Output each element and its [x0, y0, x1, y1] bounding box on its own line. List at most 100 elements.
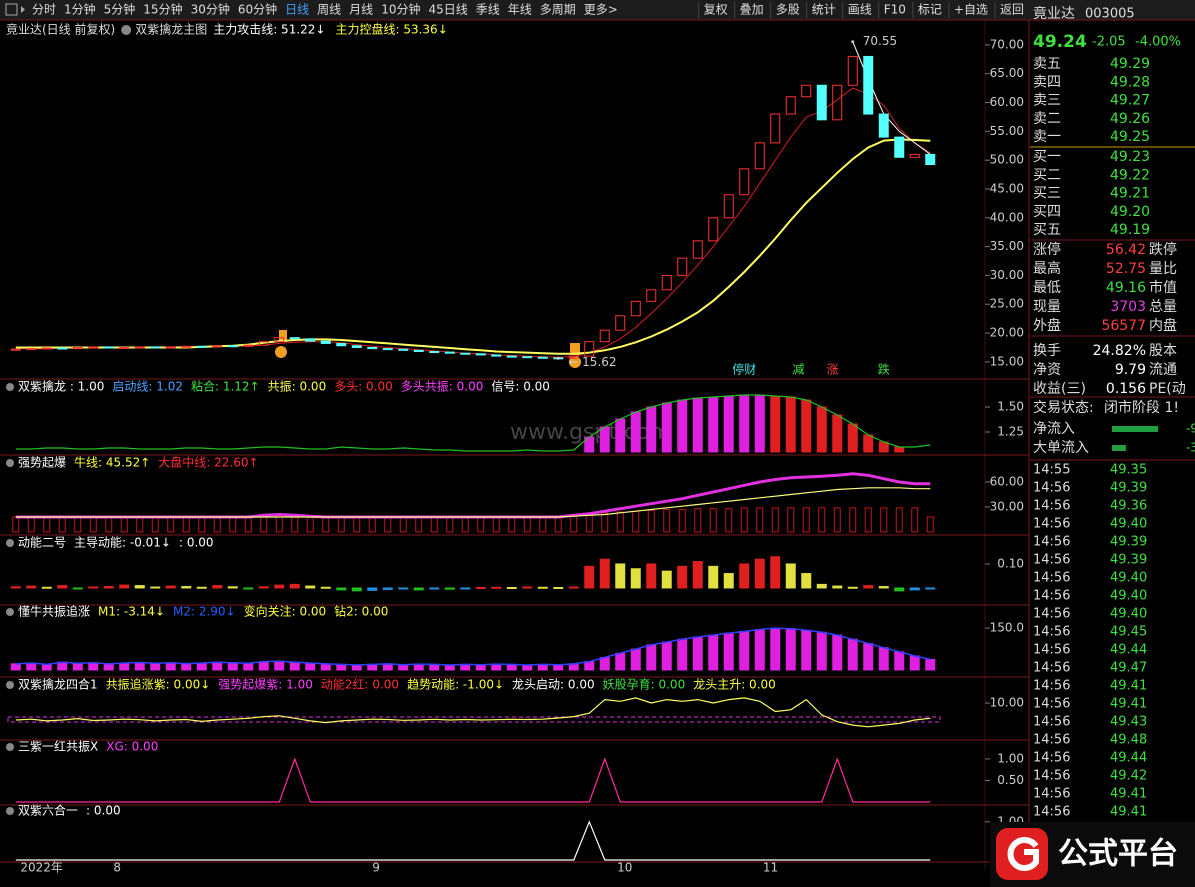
period-tab[interactable]: 分时: [32, 3, 56, 17]
stat-label: 收益(三): [1033, 381, 1086, 397]
period-tab[interactable]: 日线: [285, 3, 309, 17]
toolbar-button[interactable]: 画线: [848, 3, 872, 17]
y-tick-label: 15.00: [990, 354, 1024, 368]
signal-icon: [569, 356, 581, 368]
ask-label: 卖四: [1033, 74, 1061, 90]
dropdown-icon[interactable]: [121, 25, 132, 35]
indicator-bar: [26, 662, 37, 671]
annotation: 70.55: [863, 34, 897, 48]
prev-icon[interactable]: [21, 6, 25, 13]
y-tick-label: 60.00: [990, 475, 1024, 489]
bid-label: 买五: [1033, 222, 1061, 238]
candle: [460, 352, 471, 355]
indicator-bar: [925, 587, 936, 590]
period-tab[interactable]: 周线: [317, 3, 341, 17]
indicator-bar: [506, 586, 517, 589]
candle: [444, 351, 455, 354]
indicator-bar: [801, 399, 812, 453]
ask-price: 49.27: [1110, 93, 1150, 109]
indicator-bar: [863, 434, 874, 453]
indicator-bar: [41, 663, 52, 671]
indicator-bar: [694, 508, 702, 533]
indicator-bar: [833, 507, 841, 533]
trade-price: 49.40: [1110, 607, 1147, 622]
indicator-bar: [646, 644, 657, 671]
period-tab[interactable]: 季线: [476, 3, 500, 17]
toolbar-button[interactable]: +自选: [954, 3, 988, 17]
candle: [677, 257, 688, 276]
indicator-bar: [103, 586, 114, 589]
panel-header: 三紫一红共振X: [18, 739, 98, 754]
indicator-bar: [382, 587, 393, 590]
toolbar-button[interactable]: 返回: [1000, 3, 1024, 17]
trade-time: 14:56: [1033, 787, 1070, 802]
period-tab[interactable]: 15分钟: [143, 2, 182, 17]
period-tab[interactable]: 10分钟: [381, 2, 420, 17]
candle: [785, 96, 796, 115]
period-tab[interactable]: 30分钟: [191, 2, 230, 17]
toolbar-button[interactable]: 复权: [704, 3, 728, 17]
indicator-bar: [880, 507, 888, 533]
y-tick-label: 150.0: [990, 621, 1024, 635]
indicator-bar: [119, 662, 130, 671]
candle: [739, 168, 750, 196]
panel-menu[interactable]: [6, 608, 14, 616]
period-tab[interactable]: 更多>: [584, 3, 618, 17]
candle: [506, 355, 517, 358]
candle: [103, 346, 114, 349]
toolbar-button[interactable]: 标记: [918, 3, 942, 17]
panel-menu[interactable]: [6, 681, 14, 689]
indicator-bar: [134, 585, 145, 589]
indicator-bar: [429, 587, 440, 590]
period-tab[interactable]: 年线: [508, 3, 532, 17]
indicator-bar: [909, 655, 920, 671]
toolbar-button[interactable]: F10: [884, 3, 906, 17]
panel-menu[interactable]: [6, 539, 14, 547]
indicator-bar: [847, 586, 858, 589]
panel-menu[interactable]: [6, 807, 14, 815]
indicator-bar: [413, 663, 424, 671]
stat-label: 流通: [1149, 362, 1177, 378]
period-tab[interactable]: 1分钟: [64, 2, 96, 17]
candle: [847, 55, 858, 86]
layout-icon[interactable]: [5, 3, 18, 16]
trade-time: 14:56: [1033, 571, 1070, 586]
candle: [10, 348, 21, 351]
period-tab[interactable]: 5分钟: [104, 2, 136, 17]
panel-menu[interactable]: [6, 743, 14, 751]
indicator-bar: [816, 631, 827, 671]
candle: [708, 217, 719, 242]
bid-price: 49.21: [1110, 186, 1150, 202]
stat-label: PE(动: [1149, 381, 1186, 397]
period-tab[interactable]: 月线: [349, 3, 373, 17]
period-tab[interactable]: 多周期: [540, 3, 576, 17]
trade-time: 14:56: [1033, 697, 1070, 712]
toolbar-button[interactable]: 叠加: [740, 3, 764, 17]
candle: [181, 345, 192, 348]
panel-menu[interactable]: [6, 383, 14, 391]
y-tick-label: 35.00: [990, 239, 1024, 253]
candle: [227, 345, 238, 348]
candle: [289, 337, 300, 340]
toolbar-button[interactable]: 统计: [812, 3, 836, 17]
ask-label: 卖三: [1033, 93, 1061, 109]
candle: [258, 341, 269, 346]
indicator-bar: [661, 570, 672, 589]
flow-value: -3: [1186, 441, 1195, 455]
indicator-bar: [663, 509, 671, 533]
candle: [134, 346, 145, 349]
candle: [878, 113, 889, 138]
candle: [26, 348, 37, 351]
indicator-bar: [41, 586, 52, 589]
toolbar-button[interactable]: 多股: [776, 3, 800, 17]
trade-price: 49.41: [1110, 787, 1147, 802]
period-tab[interactable]: 60分钟: [238, 2, 277, 17]
indicator-bar: [725, 508, 733, 533]
y-tick-label: 40.00: [990, 210, 1024, 224]
indicator-line: [15, 487, 931, 518]
period-tab[interactable]: 45日线: [428, 3, 467, 17]
indicator-bar: [150, 586, 161, 589]
panel-menu[interactable]: [6, 459, 14, 467]
bid-label: 买一: [1033, 149, 1061, 165]
indicator-bar: [26, 585, 37, 589]
